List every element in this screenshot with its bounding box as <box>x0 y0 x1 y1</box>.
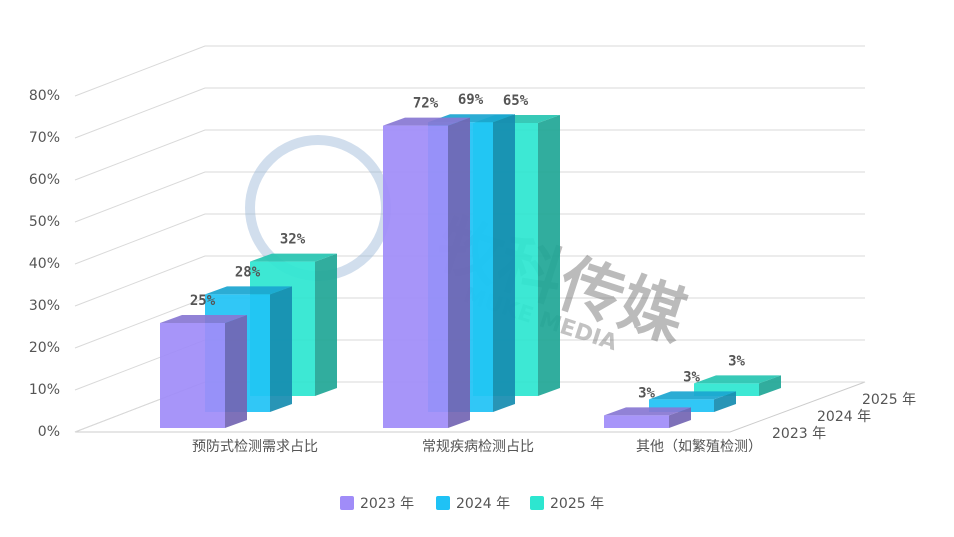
value-label: 3% <box>728 353 745 369</box>
x-tick-label: 预防式检测需求占比 <box>192 439 318 455</box>
value-label: 28% <box>235 264 261 280</box>
bar-top <box>205 286 292 295</box>
y-tick-label: 0% <box>38 424 60 440</box>
bar-side <box>225 315 247 428</box>
bar-side <box>493 114 515 412</box>
x-tick-label: 常规疾病检测占比 <box>422 439 534 455</box>
value-label: 65% <box>503 93 529 109</box>
grid-line <box>74 87 865 139</box>
bar-side <box>714 391 736 412</box>
value-label: 72% <box>413 96 439 112</box>
grid-line <box>74 129 865 181</box>
y-tick-label: 10% <box>29 382 60 398</box>
y-tick-label: 80% <box>29 88 60 104</box>
legend-label: 2023 年 <box>360 496 414 512</box>
grid-line <box>74 213 865 265</box>
grid-line <box>74 171 865 223</box>
value-label: 32% <box>280 232 306 248</box>
y-tick-label: 70% <box>29 130 60 146</box>
bar-top <box>649 391 736 400</box>
y-tick-label: 30% <box>29 298 60 314</box>
bar-side <box>538 115 560 396</box>
value-label: 3% <box>638 385 655 401</box>
depth-label: 2024 年 <box>817 409 871 425</box>
bar-side <box>448 117 470 428</box>
value-label: 69% <box>458 92 484 108</box>
y-tick-label: 40% <box>29 256 60 272</box>
legend-swatch <box>436 496 450 510</box>
value-label: 25% <box>190 293 216 309</box>
legend-swatch <box>530 496 544 510</box>
legend-swatch <box>340 496 354 510</box>
y-tick-label: 50% <box>29 214 60 230</box>
bar-side <box>759 375 781 396</box>
depth-label: 2023 年 <box>772 426 826 442</box>
bar-top <box>250 253 337 262</box>
x-tick-label: 其他（如繁殖检测） <box>636 438 762 455</box>
bar-top <box>604 407 691 416</box>
legend-label: 2025 年 <box>550 496 604 512</box>
bar-side <box>270 286 292 412</box>
bar <box>604 415 669 428</box>
grid-line <box>74 255 865 307</box>
bar-top <box>383 117 470 126</box>
y-tick-label: 60% <box>29 172 60 188</box>
bar <box>160 323 225 428</box>
legend-label: 2024 年 <box>456 496 510 512</box>
value-label: 3% <box>683 369 700 385</box>
grid-line <box>74 45 865 97</box>
y-tick-label: 20% <box>29 340 60 356</box>
bar-side <box>315 253 337 396</box>
bar <box>383 125 448 428</box>
bar-top <box>160 315 247 323</box>
depth-label: 2025 年 <box>862 392 916 408</box>
bar-side <box>669 407 691 428</box>
bar-top <box>694 375 781 384</box>
